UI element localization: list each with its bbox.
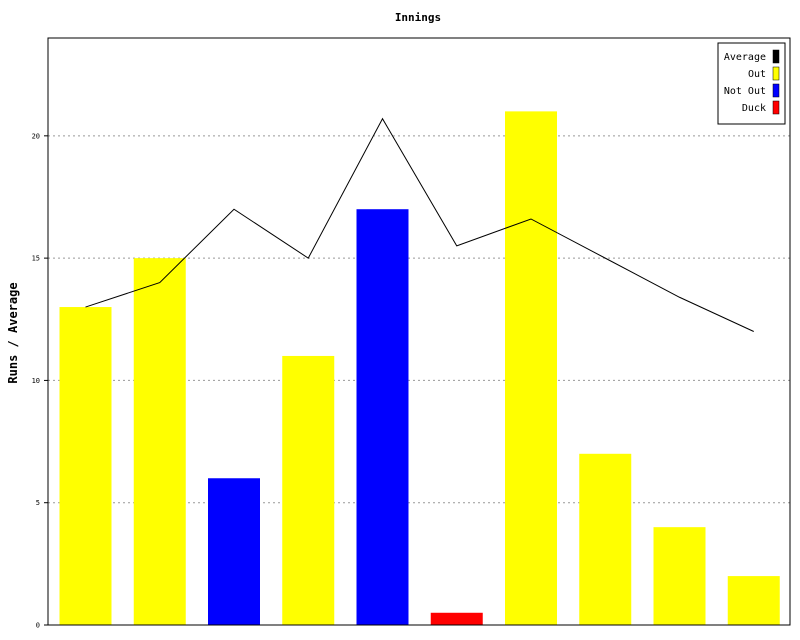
legend-swatch <box>772 100 780 115</box>
legend-swatch <box>772 66 780 81</box>
axes <box>47 37 791 626</box>
chart-title: Innings <box>395 11 441 24</box>
bar-not-out <box>208 478 260 625</box>
legend-label: Not Out <box>724 86 766 97</box>
gridlines <box>48 135 790 504</box>
bar-out <box>505 111 557 625</box>
y-tick-label: 5 <box>36 499 40 507</box>
average-line <box>85 117 754 332</box>
average-line-layer <box>85 117 754 332</box>
legend-swatch <box>772 49 780 64</box>
legend-swatch <box>772 83 780 98</box>
plot-frame <box>47 37 791 626</box>
bar-duck <box>430 612 483 625</box>
bar-out <box>133 258 186 625</box>
bar-out <box>579 453 632 625</box>
y-ticks: 0 5 10 15 20 <box>32 132 48 630</box>
bar-out <box>727 576 780 625</box>
y-tick-label: 20 <box>32 132 40 140</box>
legend-label: Duck <box>742 103 766 114</box>
bars <box>59 111 780 626</box>
bar-out <box>282 355 335 625</box>
y-tick-label: 10 <box>32 377 40 385</box>
bar-not-out <box>356 209 409 626</box>
y-axis-label: Runs / Average <box>6 282 20 383</box>
y-tick-label: 0 <box>36 622 40 630</box>
legend: Average Out Not Out Duck <box>717 42 786 125</box>
bar-out <box>653 527 706 625</box>
bar-out <box>59 307 112 625</box>
y-tick-label: 15 <box>32 255 40 263</box>
legend-label: Average <box>724 52 766 63</box>
legend-label: Out <box>748 69 766 80</box>
